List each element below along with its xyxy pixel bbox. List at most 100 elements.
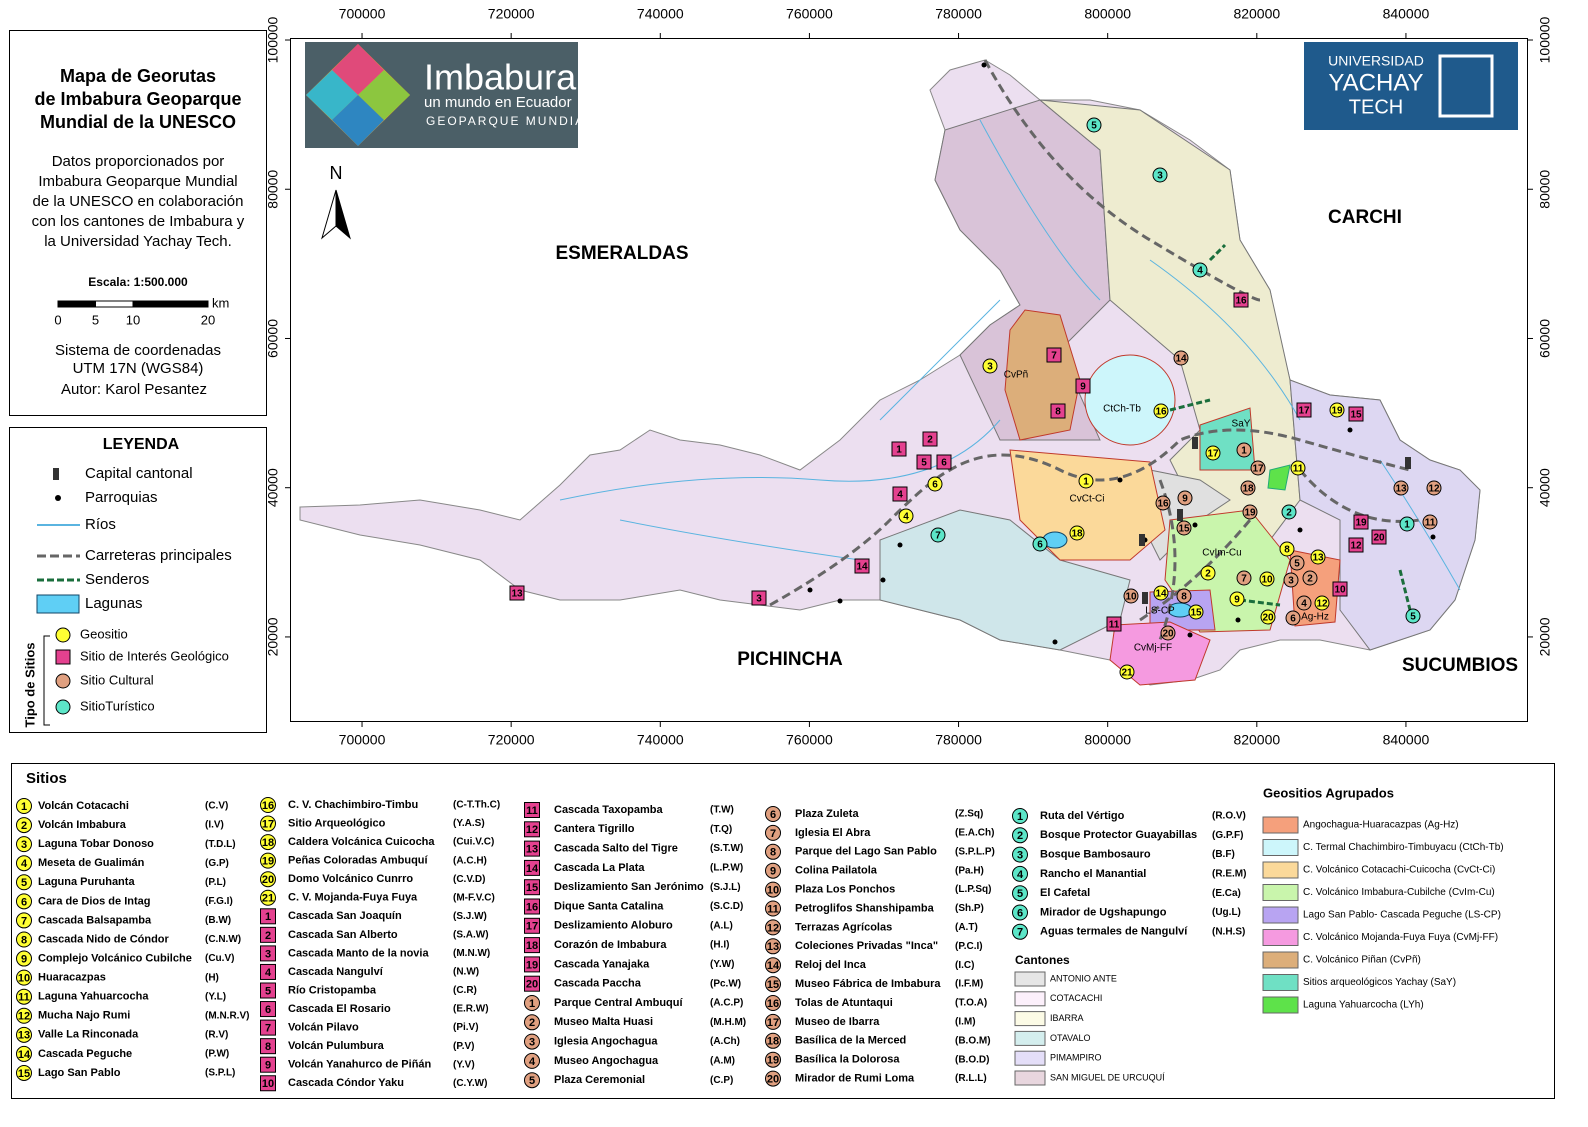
map-marker <box>1200 565 1216 581</box>
marker-number: 18 <box>767 1036 779 1048</box>
map-marker <box>1329 402 1345 418</box>
marker-number: 2 <box>529 1017 535 1029</box>
site-marker <box>260 963 276 980</box>
grouped-name: Lago San Pablo- Cascada Peguche (LS-CP) <box>1303 910 1501 921</box>
marker-number: 16 <box>1235 296 1247 307</box>
map-marker <box>1176 520 1192 536</box>
marker-number: 5 <box>265 985 271 997</box>
site-code: (P.W) <box>205 1049 229 1060</box>
map-marker <box>1192 262 1208 278</box>
x-tick-label: 720000 <box>488 732 535 748</box>
map-marker <box>1348 406 1364 422</box>
marker-number: 8 <box>265 1041 271 1053</box>
site-name: Complejo Volcánico Cubilche <box>38 952 192 964</box>
site-name: Cascada Nido de Cóndor <box>38 933 170 945</box>
site-code: (Y.A.S) <box>453 818 485 829</box>
site-name: Mucha Najo Rumi <box>38 1010 130 1022</box>
site-code: (L.P.W) <box>710 863 743 874</box>
marker-number: 12 <box>1350 541 1362 552</box>
site-name: Tolas de Atuntaqui <box>795 997 893 1009</box>
capital-marker <box>1405 457 1411 469</box>
map-marker <box>1310 549 1326 565</box>
site-name: Bosque Protector Guayabillas <box>1040 829 1197 841</box>
map-marker <box>1069 525 1085 541</box>
site-code: (R.O.V) <box>1212 811 1246 822</box>
marker-number: 14 <box>856 562 868 573</box>
bracket <box>43 635 50 726</box>
marker-number: 17 <box>1207 449 1219 460</box>
legend-title: LEYENDA <box>103 436 180 453</box>
grouped-swatch <box>1262 884 1299 901</box>
marker-number: 13 <box>526 844 538 856</box>
site-name: Bosque Bambosauro <box>1040 849 1151 861</box>
marker-number: 6 <box>1017 907 1023 919</box>
map-marker <box>1290 460 1306 476</box>
x-tick-label: 760000 <box>786 732 833 748</box>
canton-swatch <box>1014 991 1046 1007</box>
x-tick-label: 700000 <box>339 6 386 22</box>
site-name: Coleciones Privadas "Inca" <box>795 940 938 952</box>
marker-number: 3 <box>1157 171 1163 182</box>
marker-number: 5 <box>1294 559 1300 570</box>
site-marker <box>765 900 781 917</box>
river <box>559 119 1461 591</box>
marker-number: 11 <box>526 805 538 817</box>
site-code: (A.M) <box>710 1056 735 1067</box>
marker-number: 10 <box>18 973 30 985</box>
logo-text: TECH <box>1349 96 1403 118</box>
road <box>769 59 1421 641</box>
area-label: Ag-Hz <box>1301 612 1329 623</box>
marker-number: 1 <box>1017 811 1023 823</box>
site-marker <box>524 821 540 838</box>
site-name: Museo de Ibarra <box>795 1016 880 1028</box>
site-marker <box>16 855 32 872</box>
marker-number: 10 <box>767 885 779 897</box>
map-marker <box>1393 480 1409 496</box>
grouped-name: C. Volcánico Mojanda-Fuya Fuya (CvMj-FF) <box>1303 932 1498 943</box>
site-name: Laguna Puruhanta <box>38 876 135 888</box>
site-name: Cascada La Plata <box>554 862 645 874</box>
marker-number: 1 <box>896 445 902 456</box>
marker-number: 7 <box>935 531 941 542</box>
map-border <box>290 38 1528 722</box>
group-cvmj-ff <box>1109 621 1211 686</box>
site-marker <box>260 945 276 962</box>
site-code: (I.C) <box>955 960 974 971</box>
marker-number: 5 <box>921 458 927 469</box>
parish-dot <box>1235 617 1241 623</box>
map-marker <box>1233 292 1249 308</box>
grouped-swatch <box>1262 861 1299 879</box>
site-name: Cascada San Alberto <box>288 929 398 941</box>
crs-text: UTM 17N (WGS84) <box>73 360 204 377</box>
marker-number: 19 <box>526 959 538 971</box>
parish-dot <box>1297 527 1303 533</box>
marker-number: 12 <box>18 1011 30 1023</box>
site-name: Valle La Rinconada <box>38 1029 139 1041</box>
marker-number: 1 <box>265 911 271 923</box>
map-marker <box>1173 350 1189 366</box>
map-marker <box>1046 347 1062 363</box>
marker-number: 7 <box>1241 574 1247 585</box>
grouped-swatch <box>1262 906 1299 924</box>
x-tick-label: 700000 <box>339 732 386 748</box>
site-code: (Y.V) <box>453 1059 475 1070</box>
marker-number: 2 <box>265 930 271 942</box>
site-marker <box>524 1033 540 1050</box>
marker-number: 1 <box>1083 477 1089 488</box>
site-marker <box>765 995 781 1011</box>
marker-number: 20 <box>262 874 274 886</box>
marker-number: 6 <box>770 809 776 821</box>
marker-number: 15 <box>1178 524 1190 535</box>
site-marker <box>260 871 276 888</box>
marker-number: 6 <box>941 458 947 469</box>
site-marker <box>524 975 540 992</box>
map-marker <box>1032 536 1048 552</box>
map-marker <box>509 585 525 601</box>
marker-number: 9 <box>1182 494 1188 505</box>
legend-item: Capital cantonal <box>85 465 193 482</box>
y-tick-label: 20000 <box>1537 617 1553 656</box>
canton-name: SAN MIGUEL DE URCUQUÍ <box>1050 1072 1165 1082</box>
parish-dot <box>807 587 813 593</box>
site-name: Deslizamiento Aloburo <box>554 920 673 932</box>
